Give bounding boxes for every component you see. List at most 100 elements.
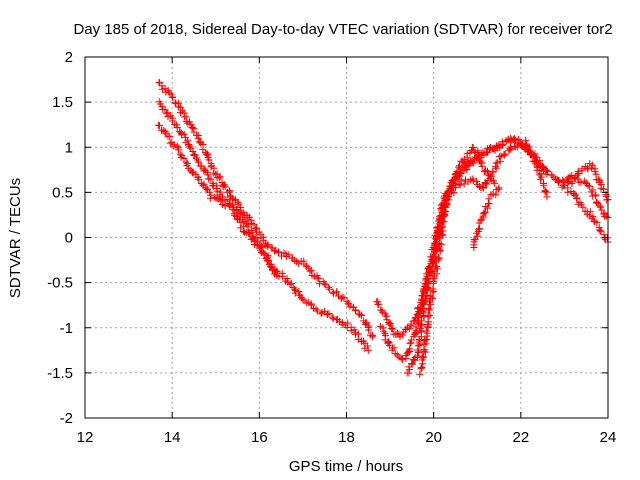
data-point	[386, 320, 394, 328]
data-point	[195, 176, 203, 184]
data-point	[249, 234, 257, 242]
data-point	[200, 180, 208, 188]
data-point	[246, 213, 254, 221]
data-point	[169, 93, 177, 101]
data-point	[249, 231, 257, 239]
data-point	[285, 251, 293, 259]
data-point	[330, 289, 338, 297]
data-point	[225, 200, 233, 208]
data-point	[451, 175, 459, 183]
data-point	[544, 167, 552, 175]
data-point	[207, 175, 215, 183]
data-point	[323, 311, 331, 319]
data-point	[593, 219, 601, 227]
data-point	[515, 136, 523, 144]
data-point	[213, 187, 221, 195]
series-track-6	[403, 136, 551, 377]
data-point	[522, 136, 530, 144]
data-point	[418, 354, 426, 362]
data-point	[389, 325, 397, 333]
data-point	[215, 174, 223, 182]
data-point	[413, 311, 421, 319]
data-point	[253, 233, 261, 241]
data-point	[486, 144, 494, 152]
data-point	[220, 181, 228, 189]
data-point	[204, 171, 212, 179]
data-point	[595, 226, 603, 234]
data-point	[278, 272, 286, 280]
data-point	[364, 346, 372, 354]
data-point	[275, 248, 283, 256]
data-point	[161, 85, 169, 93]
data-point	[291, 285, 299, 293]
data-point	[408, 360, 416, 368]
x-tick-label: 22	[512, 429, 529, 446]
data-point	[407, 322, 415, 330]
data-point	[475, 225, 483, 233]
data-points	[154, 79, 612, 378]
data-point	[507, 136, 515, 144]
data-point	[457, 177, 465, 185]
data-point	[378, 306, 386, 314]
data-point	[420, 309, 428, 317]
data-point	[210, 193, 218, 201]
data-point	[441, 196, 449, 204]
data-point	[190, 150, 198, 158]
data-point	[579, 203, 587, 211]
data-point	[417, 364, 425, 372]
data-point	[244, 223, 252, 231]
data-point	[267, 260, 275, 268]
data-point	[306, 267, 314, 275]
data-point	[422, 327, 430, 335]
data-point	[352, 307, 360, 315]
data-point	[408, 359, 416, 367]
data-point	[265, 256, 273, 264]
data-point	[234, 198, 242, 206]
data-point	[273, 271, 281, 279]
data-point	[194, 158, 202, 166]
data-point	[406, 339, 414, 347]
data-point	[536, 175, 544, 183]
data-point	[369, 333, 377, 341]
data-point	[325, 310, 333, 318]
data-point	[500, 151, 508, 159]
data-point	[182, 158, 190, 166]
x-axis-label: GPS time / hours	[289, 458, 403, 475]
data-point	[566, 172, 574, 180]
data-point	[433, 263, 441, 271]
chart-title: Day 185 of 2018, Sidereal Day-to-day VTE…	[73, 21, 612, 38]
series-track-10	[560, 175, 612, 222]
data-point	[379, 324, 387, 332]
data-point	[315, 275, 323, 283]
data-point	[205, 156, 213, 164]
data-point	[510, 142, 518, 150]
x-tick-label: 12	[77, 429, 94, 446]
data-point	[298, 295, 306, 303]
y-tick-label: 2	[65, 49, 73, 66]
data-point	[429, 253, 437, 261]
y-tick-label: 1.5	[52, 94, 73, 111]
data-point	[460, 167, 468, 175]
data-point	[434, 254, 442, 262]
data-point	[412, 313, 420, 321]
data-point	[584, 165, 592, 173]
data-point	[483, 149, 491, 157]
data-point	[166, 133, 174, 141]
data-point	[158, 82, 166, 90]
data-point	[493, 144, 501, 152]
data-point	[468, 158, 476, 166]
data-point	[435, 245, 443, 253]
data-point	[247, 226, 255, 234]
x-tick-label: 24	[600, 429, 617, 446]
data-point	[506, 144, 514, 152]
data-point	[340, 294, 348, 302]
data-point	[449, 176, 457, 184]
data-point	[168, 117, 176, 125]
x-tick-label: 14	[164, 429, 181, 446]
data-point	[426, 311, 434, 319]
data-point	[375, 300, 383, 308]
data-point	[194, 134, 202, 142]
data-point	[455, 162, 463, 170]
